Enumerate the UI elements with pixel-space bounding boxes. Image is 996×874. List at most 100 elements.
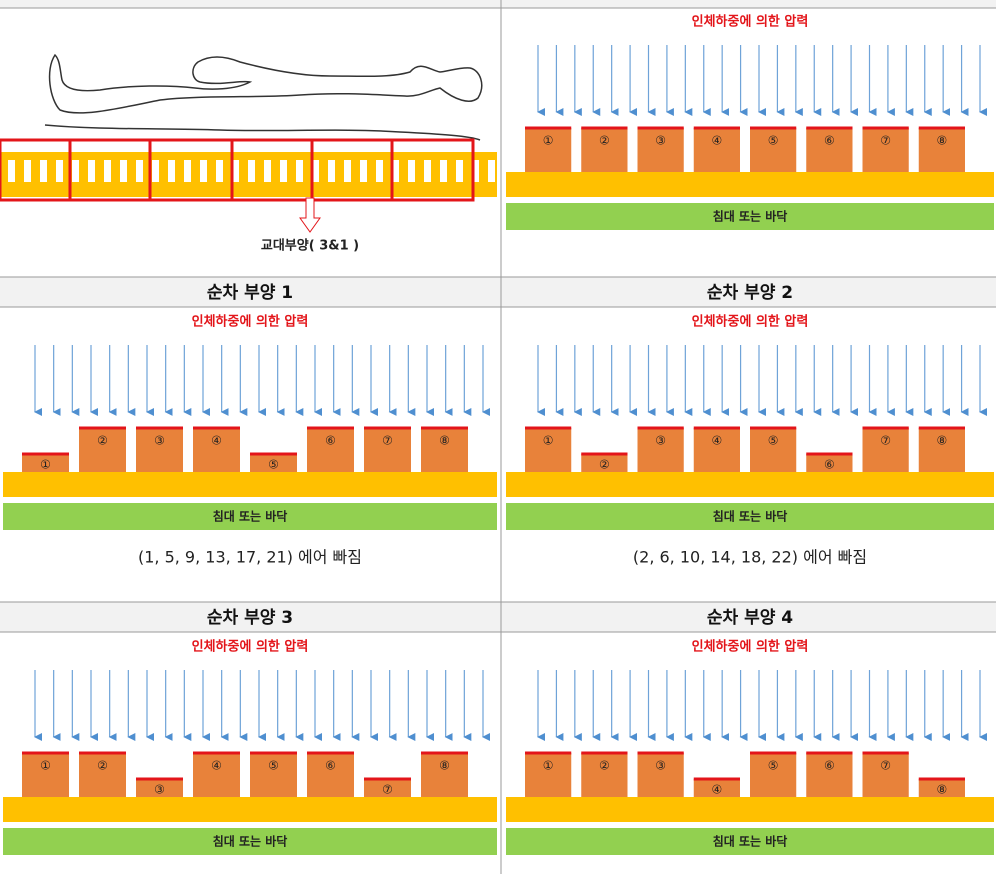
air-cell	[918, 779, 965, 797]
mattress-base	[3, 472, 497, 497]
cell-top	[637, 126, 684, 130]
air-cell	[581, 454, 628, 472]
air-cell	[918, 128, 965, 172]
cell-number: ③	[655, 434, 666, 448]
cell-number: ⑦	[880, 759, 891, 773]
cell-top	[250, 452, 297, 456]
floor-label: 침대 또는 바닥	[713, 834, 788, 849]
floor-label: 침대 또는 바닥	[713, 509, 788, 524]
cell-top	[918, 426, 965, 430]
floor	[3, 503, 497, 530]
cell-top	[22, 452, 69, 456]
cell-number: ⑧	[936, 434, 947, 448]
slot	[168, 160, 175, 182]
air-cell	[862, 753, 909, 797]
air-cell	[307, 428, 354, 472]
header-bar	[0, 277, 996, 307]
cell-number: ④	[211, 759, 222, 773]
section-caption: (1, 5, 9, 13, 17, 21) 에어 빠짐	[138, 548, 362, 567]
slot	[360, 160, 367, 182]
air-cell	[862, 428, 909, 472]
pressure-label: 인체하중에 의한 압력	[192, 639, 309, 655]
air-cell	[136, 428, 183, 472]
air-cell	[421, 428, 468, 472]
cell-top	[918, 777, 965, 781]
slot	[40, 160, 47, 182]
cell-top	[421, 751, 468, 755]
cell-top	[193, 426, 240, 430]
slot	[152, 160, 159, 182]
mattress-base	[506, 172, 994, 197]
floor-label: 침대 또는 바닥	[213, 834, 288, 849]
cell-top	[637, 426, 684, 430]
section-caption: (4, 8, 12, 16, 20, 24) 에어 빠짐	[633, 873, 867, 874]
slot	[136, 160, 143, 182]
cell-number: ③	[154, 783, 165, 797]
air-cell	[750, 128, 797, 172]
cell-top	[918, 126, 965, 130]
cell-number: ⑥	[325, 759, 336, 773]
slot	[184, 160, 191, 182]
cell-number: ④	[711, 783, 722, 797]
slot	[104, 160, 111, 182]
cell-top	[806, 126, 853, 130]
cell-number: ④	[711, 134, 722, 148]
floor-label: 침대 또는 바닥	[713, 209, 788, 224]
mattress-base	[506, 472, 994, 497]
cell-number: ②	[599, 759, 610, 773]
cell-top	[637, 751, 684, 755]
slot	[216, 160, 223, 182]
cell-number: ④	[711, 434, 722, 448]
slot	[376, 160, 383, 182]
floor	[506, 503, 994, 530]
air-cell	[22, 753, 69, 797]
air-cell	[364, 428, 411, 472]
section-title: 순차 부양 2	[707, 283, 793, 303]
air-cell	[581, 128, 628, 172]
cell-number: ①	[40, 759, 51, 773]
cell-top	[806, 452, 853, 456]
cell-number: ⑦	[382, 434, 393, 448]
air-cell	[693, 128, 740, 172]
section-caption: (3, 7, 11, 15, 19, 23) 에어 빠짐	[133, 873, 367, 874]
cell-number: ②	[599, 134, 610, 148]
illustration-label: 교대부양( 3&1 )	[261, 239, 359, 254]
cell-number: ④	[211, 434, 222, 448]
cell-top	[136, 777, 183, 781]
air-cell	[581, 753, 628, 797]
slot	[440, 160, 447, 182]
floor-label: 침대 또는 바닥	[213, 509, 288, 524]
slot	[424, 160, 431, 182]
cell-number: ①	[543, 134, 554, 148]
air-cell	[693, 428, 740, 472]
cell-top	[525, 426, 572, 430]
cell-number: ⑥	[325, 434, 336, 448]
floor	[3, 828, 497, 855]
cell-number: ⑧	[936, 783, 947, 797]
cell-top	[581, 452, 628, 456]
header-bar	[0, 602, 996, 632]
cell-top	[862, 126, 909, 130]
cell-number: ②	[97, 434, 108, 448]
cell-number: ⑤	[768, 134, 779, 148]
air-cell	[22, 454, 69, 472]
slot	[392, 160, 399, 182]
cell-top	[581, 751, 628, 755]
air-cell	[862, 128, 909, 172]
slot	[472, 160, 479, 182]
air-cell	[806, 454, 853, 472]
air-cell	[364, 779, 411, 797]
illustration: 교대부양( 3&1 )	[0, 53, 497, 254]
cell-number: ①	[543, 759, 554, 773]
cell-number: ⑥	[824, 458, 835, 472]
air-cell	[193, 428, 240, 472]
mattress-base	[506, 797, 994, 822]
cell-top	[193, 751, 240, 755]
cell-top	[525, 751, 572, 755]
slot	[488, 160, 495, 182]
air-cell	[750, 753, 797, 797]
cell-top	[750, 426, 797, 430]
air-cell	[637, 428, 684, 472]
section-caption: (2, 6, 10, 14, 18, 22) 에어 빠짐	[633, 548, 867, 567]
floor	[506, 203, 994, 230]
